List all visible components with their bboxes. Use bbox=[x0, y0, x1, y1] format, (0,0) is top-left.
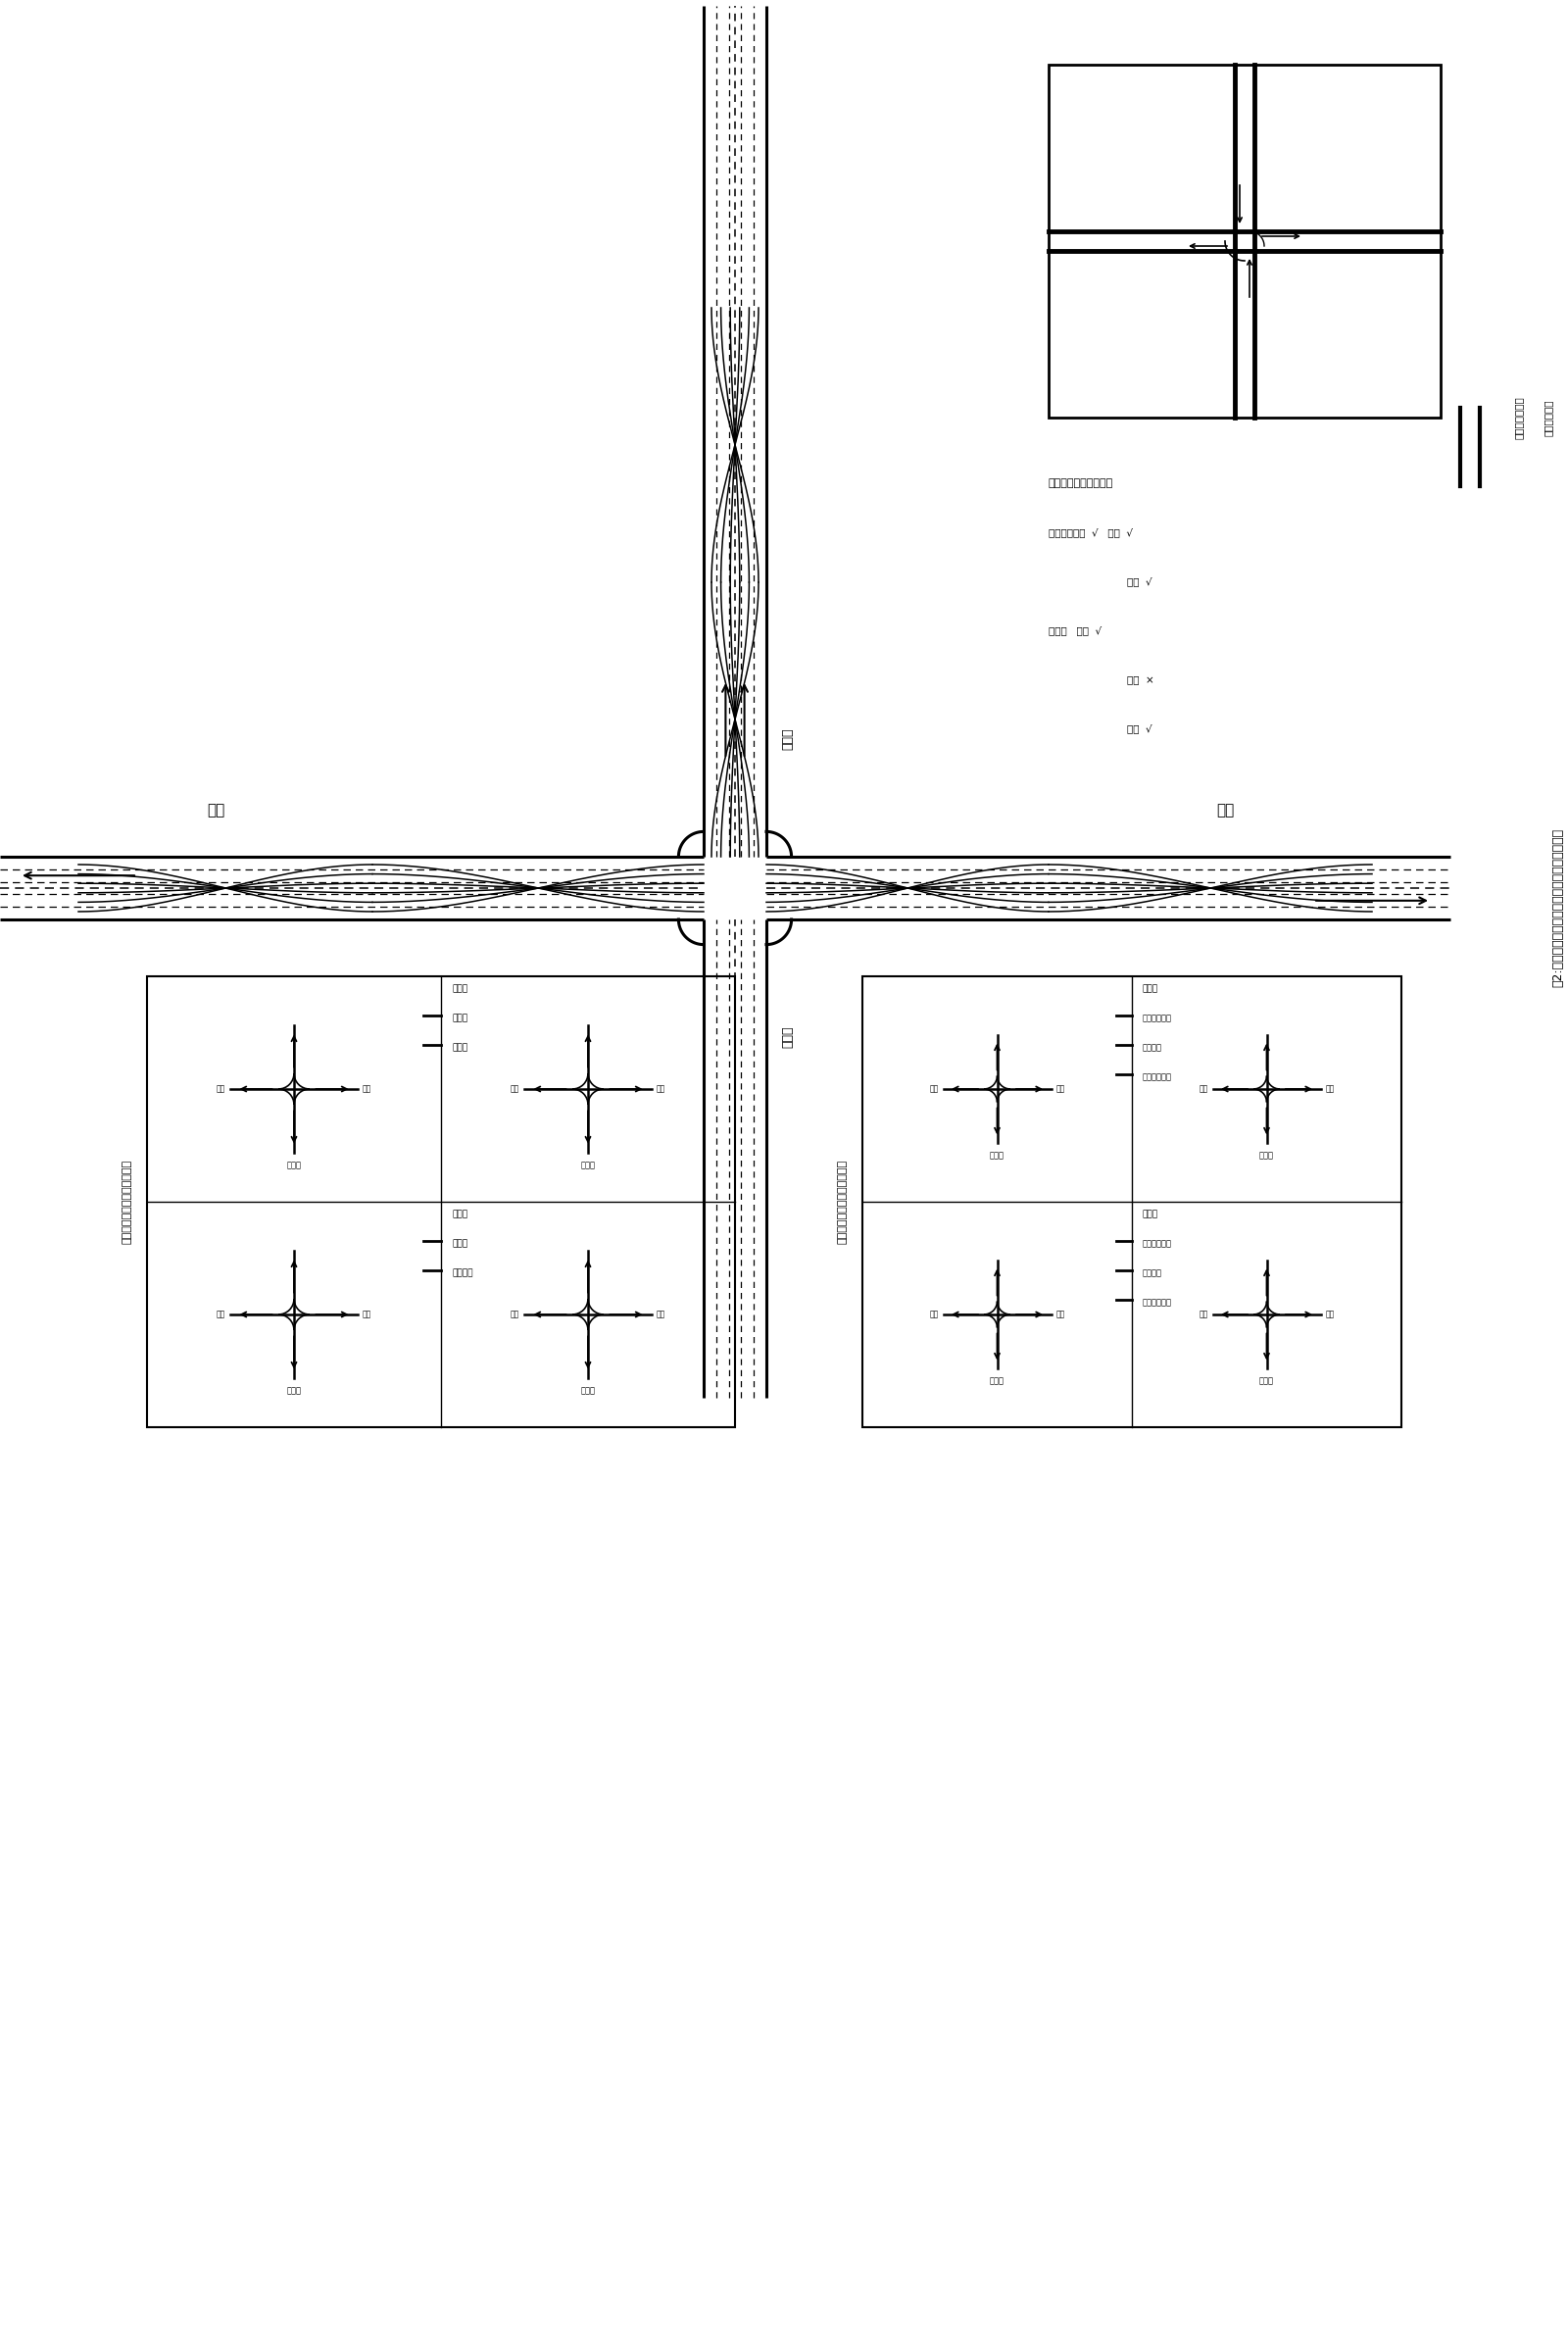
Text: 支路: 支路 bbox=[510, 1085, 519, 1092]
Text: 第一相: 第一相 bbox=[453, 1239, 469, 1248]
Text: 支路: 支路 bbox=[207, 804, 224, 817]
Text: 支路: 支路 bbox=[216, 1085, 226, 1092]
Text: 直行前: 直行前 bbox=[580, 1386, 596, 1395]
Text: 图2:双换道的平面十字交叉口交通组织与相位图: 图2:双换道的平面十字交叉口交通组织与相位图 bbox=[1552, 829, 1565, 987]
Text: 支路: 支路 bbox=[1200, 1085, 1207, 1092]
Text: 行人慢速通行: 行人慢速通行 bbox=[1143, 1297, 1173, 1307]
Text: 主干道: 主干道 bbox=[781, 1027, 793, 1048]
Text: 支路：   右转  √: 支路： 右转 √ bbox=[1049, 627, 1102, 636]
Text: 支路: 支路 bbox=[1325, 1309, 1334, 1318]
Text: 支路交通流向: 支路交通流向 bbox=[1543, 398, 1554, 436]
Bar bbox=[147, 976, 735, 1428]
Text: 左转  √: 左转 √ bbox=[1127, 724, 1152, 734]
Text: 行人慢速通行: 行人慢速通行 bbox=[1143, 1071, 1173, 1081]
Text: 主干道: 主干道 bbox=[453, 1209, 469, 1218]
Text: 第一相: 第一相 bbox=[989, 1376, 1005, 1386]
Text: 第二相: 第二相 bbox=[453, 1043, 469, 1053]
Text: 支路: 支路 bbox=[930, 1309, 938, 1318]
Text: 行人禁止通行: 行人禁止通行 bbox=[1143, 1239, 1173, 1248]
Text: 行人通行: 行人通行 bbox=[1143, 1043, 1162, 1053]
Text: 主干道: 主干道 bbox=[781, 729, 793, 750]
Text: 禁止通行: 禁止通行 bbox=[453, 1269, 474, 1276]
Text: 直行前: 直行前 bbox=[1259, 1151, 1273, 1160]
Text: 支路: 支路 bbox=[930, 1085, 938, 1092]
Text: 支路: 支路 bbox=[362, 1309, 372, 1318]
Text: 支路: 支路 bbox=[657, 1309, 666, 1318]
Bar bbox=[862, 976, 1402, 1428]
Text: 支路: 支路 bbox=[1055, 1309, 1065, 1318]
Text: 第一相: 第一相 bbox=[453, 1013, 469, 1022]
Text: 支路: 支路 bbox=[1325, 1085, 1334, 1092]
Text: 支路: 支路 bbox=[1217, 804, 1234, 817]
Text: 支路: 支路 bbox=[362, 1085, 372, 1092]
Text: 主干道交通流向: 主干道交通流向 bbox=[1515, 396, 1524, 438]
Text: 行人禁止通行: 行人禁止通行 bbox=[1143, 1013, 1173, 1022]
Text: 支路: 支路 bbox=[216, 1309, 226, 1318]
Text: 支路: 支路 bbox=[510, 1309, 519, 1318]
Text: 左转  √: 左转 √ bbox=[1127, 575, 1152, 587]
Text: 支路: 支路 bbox=[657, 1085, 666, 1092]
Text: 主干道: 主干道 bbox=[1143, 1209, 1159, 1218]
Text: 第二相: 第二相 bbox=[989, 1151, 1005, 1160]
Text: 第二相: 第二相 bbox=[287, 1160, 301, 1169]
Bar bbox=[1049, 65, 1441, 417]
Text: 主干道: 主干道 bbox=[453, 985, 469, 992]
Text: 直行前: 直行前 bbox=[1259, 1376, 1273, 1386]
Text: 直行前: 直行前 bbox=[580, 1160, 596, 1169]
Text: 第一相: 第一相 bbox=[287, 1386, 301, 1395]
Text: 主干道: 主干道 bbox=[1143, 985, 1159, 992]
Text: 支路: 支路 bbox=[1055, 1085, 1065, 1092]
Text: 直行  ×: 直行 × bbox=[1127, 675, 1154, 685]
Text: 行人通行: 行人通行 bbox=[1143, 1269, 1162, 1276]
Text: 十字路口交叉换道方案相位图: 十字路口交叉换道方案相位图 bbox=[122, 1160, 132, 1244]
Text: 交叉口交通流向分析：: 交叉口交通流向分析： bbox=[1049, 477, 1113, 489]
Text: 十字路口交叉换道行人相位图: 十字路口交叉换道行人相位图 bbox=[837, 1160, 848, 1244]
Text: 主干道：直行  √   右转  √: 主干道：直行 √ 右转 √ bbox=[1049, 526, 1132, 538]
Text: 支路: 支路 bbox=[1200, 1309, 1207, 1318]
